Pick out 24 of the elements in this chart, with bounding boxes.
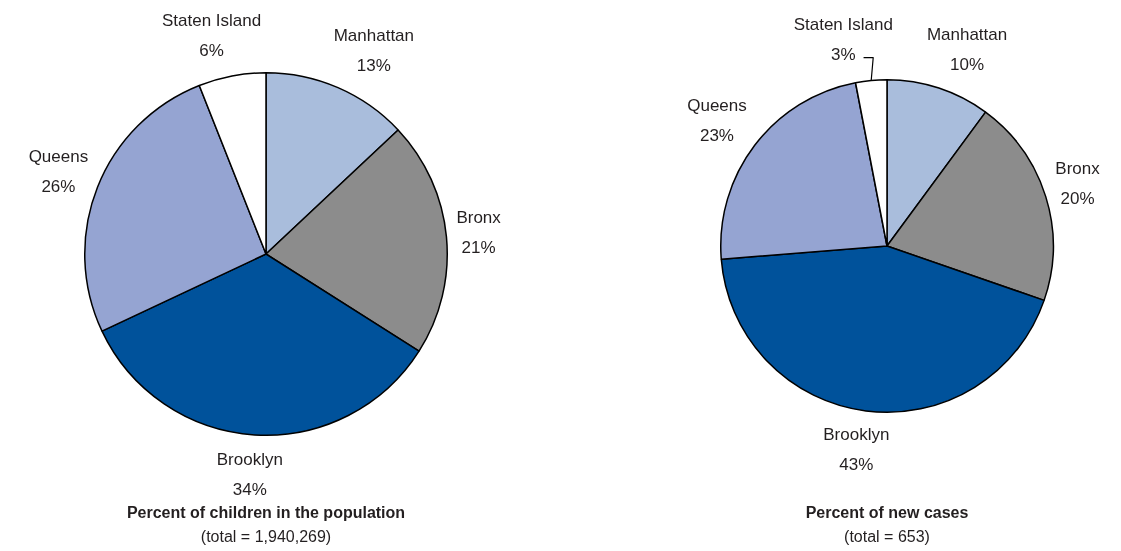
slice-label: Queens: [687, 95, 747, 115]
data-label: 34%: [232, 479, 267, 499]
text: (total = 1,940,269): [199, 527, 333, 547]
slice-label: Brooklyn: [216, 449, 283, 469]
slice-label: Manhattan: [333, 25, 415, 45]
slice-label: Bronx: [1055, 159, 1101, 179]
data-label: 3%: [830, 45, 856, 65]
data-label: 21%: [461, 237, 496, 257]
slice-label: Manhattan: [926, 24, 1008, 44]
data-label: 23%: [699, 125, 734, 145]
slice-label: Queens: [28, 147, 89, 167]
text: Percent of children in the population: [125, 503, 407, 523]
data-label: 43%: [839, 455, 874, 475]
data-label: 26%: [41, 177, 76, 197]
slice-label: Brooklyn: [823, 425, 890, 445]
text: Percent of new cases: [804, 503, 970, 523]
slice-label: Staten Island: [793, 15, 893, 35]
slice-label: Staten Island: [161, 11, 262, 31]
data-label: 20%: [1060, 189, 1095, 209]
text: (total = 653): [843, 527, 931, 547]
data-label: 6%: [199, 41, 224, 61]
slice-label: Bronx: [456, 207, 502, 227]
data-label: 13%: [356, 55, 391, 75]
data-label: 10%: [950, 54, 985, 74]
